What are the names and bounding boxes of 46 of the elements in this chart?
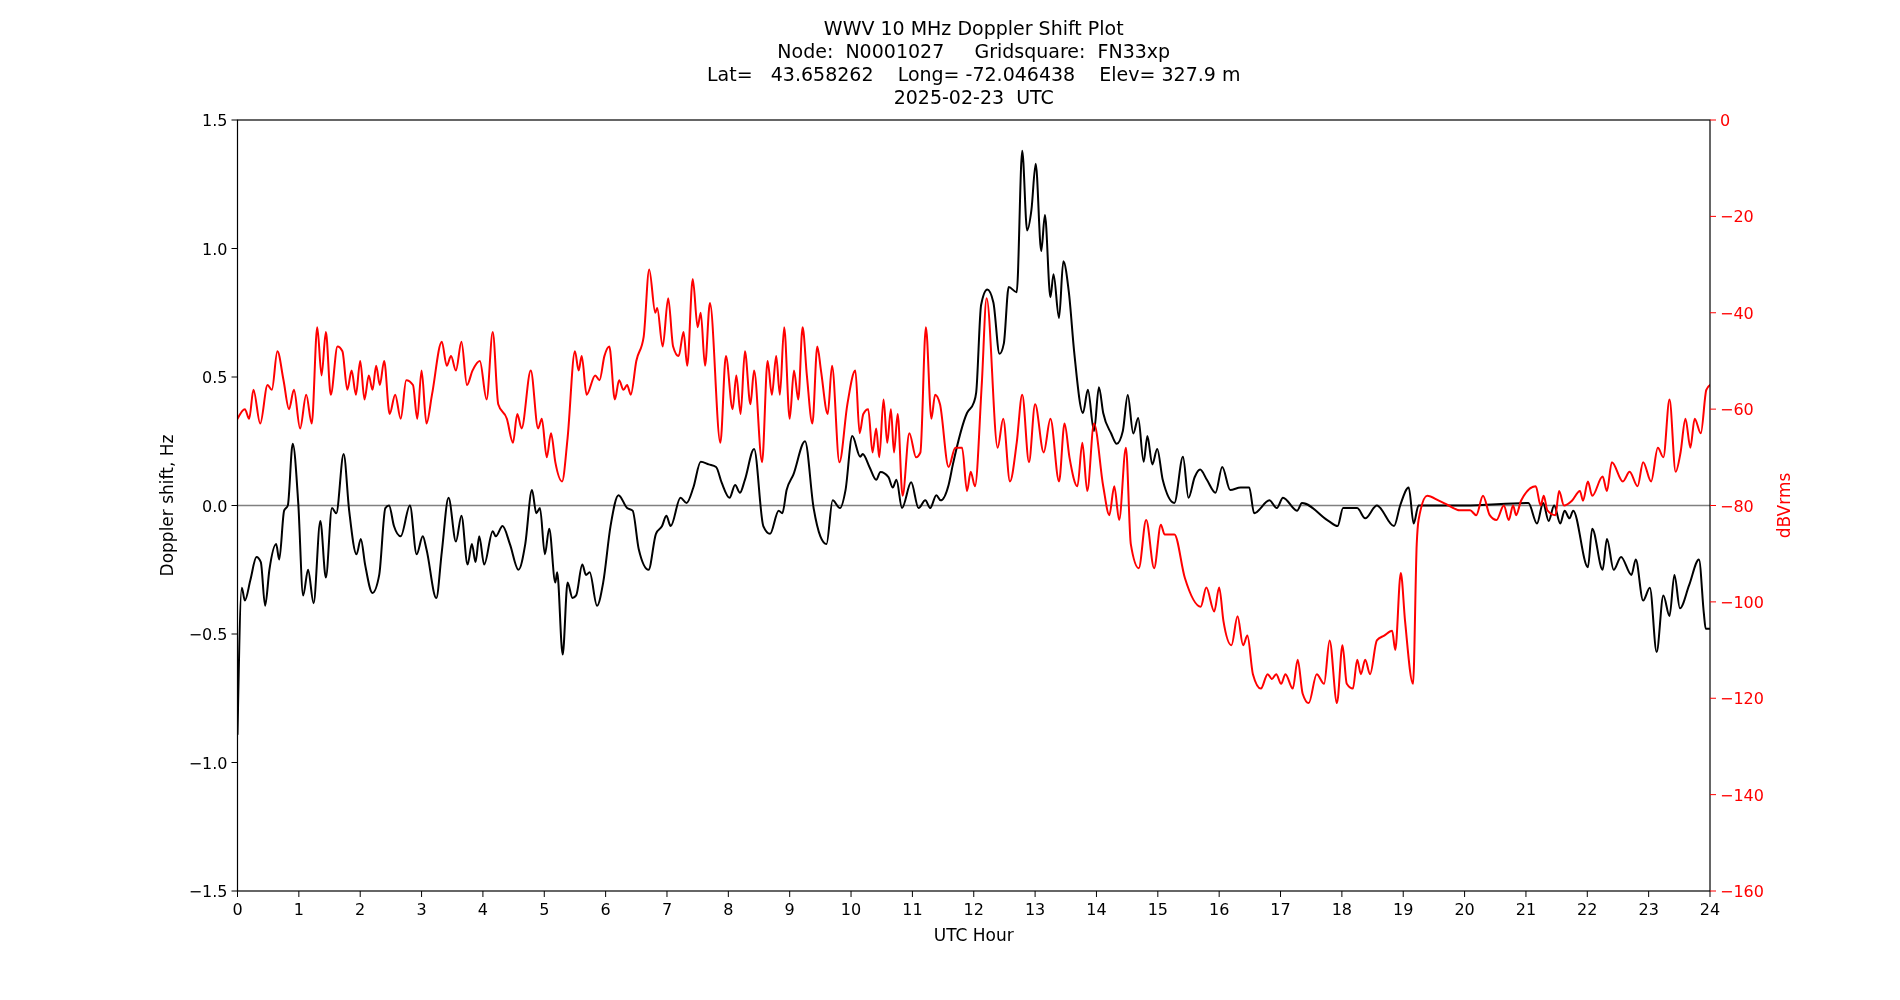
x-tick-label: 4 [477, 900, 489, 919]
x-tick-label: 18 [1331, 900, 1353, 919]
y2-tick-label: 0 [1720, 111, 1731, 130]
y-tick-label: 0.0 [202, 496, 228, 516]
y-tick-label: 0.5 [202, 368, 228, 387]
x-tick-label: 14 [1086, 900, 1107, 919]
y2-tick-label: −40 [1720, 303, 1754, 323]
y-axis-title: Doppler shift, Hz [156, 434, 177, 577]
x-tick-label: 7 [661, 900, 673, 919]
x-tick-label: 20 [1454, 900, 1475, 919]
x-tick-label: 3 [416, 900, 427, 919]
x-tick-label: 8 [723, 900, 734, 919]
y2-tick-label: −100 [1720, 592, 1764, 612]
x-tick-label: 16 [1208, 900, 1230, 919]
x-tick-label: 1 [293, 900, 304, 919]
y2-tick-label: −60 [1720, 400, 1754, 420]
x-tick-label: 0 [232, 900, 243, 919]
y2-tick-label: −160 [1720, 882, 1764, 901]
x-tick-label: 15 [1147, 900, 1168, 919]
x-tick-label: 19 [1393, 900, 1414, 919]
x-tick-label: 13 [1024, 900, 1046, 919]
x-tick-label: 5 [539, 900, 550, 919]
y-tick-label: −1.5 [188, 882, 228, 901]
x-tick-label: 9 [784, 900, 795, 919]
x-tick-label: 24 [1699, 900, 1721, 919]
x-tick-label: 6 [600, 900, 611, 919]
y2-tick-label: −140 [1720, 785, 1764, 805]
x-tick-label: 23 [1638, 900, 1659, 919]
y-tick-label: −0.5 [188, 625, 228, 644]
y2-axis-title: dBVrms [1774, 472, 1794, 539]
x-tick-label: 17 [1270, 900, 1291, 919]
y2-tick-label: −120 [1720, 689, 1764, 709]
x-tick-label: 11 [902, 900, 923, 919]
x-tick-label: 22 [1577, 900, 1598, 919]
line-series [237, 268, 1710, 705]
x-tick-label: 2 [355, 900, 366, 919]
y-tick-label: 1.0 [202, 239, 228, 259]
y-tick-label: 1.5 [202, 111, 228, 130]
y2-tick-label: −20 [1720, 207, 1754, 227]
x-tick-label: 10 [840, 900, 862, 919]
x-axis-title: UTC Hour [933, 925, 1014, 945]
chart-title: WWV 10 MHz Doppler Shift Plot Node: N0001027 Gridsquare: FN33xp Lat= 43.658262 Long= -72.046438 Elev= 327.9 m 2025-02-23 UTC [707, 17, 1241, 108]
x-tick-label: 12 [963, 900, 984, 919]
y2-tick-label: −80 [1720, 496, 1754, 516]
y-tick-label: −1.0 [188, 753, 228, 773]
x-tick-label: 21 [1515, 900, 1537, 919]
